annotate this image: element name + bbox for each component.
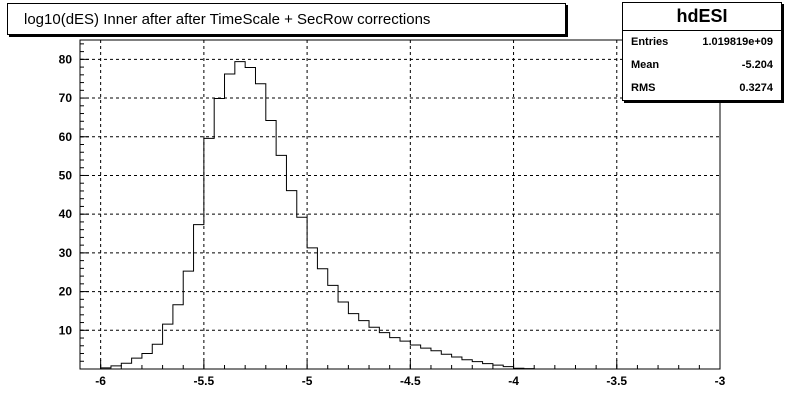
- y-tick-label: 80: [59, 52, 73, 66]
- chart-title-text: log10(dES) Inner after after TimeScale +…: [24, 10, 431, 28]
- y-tick-label: 60: [59, 130, 73, 144]
- y-axis: 10 20 30 40 50 60 70 80: [59, 43, 89, 370]
- stats-label: RMS: [631, 82, 656, 94]
- histogram-series: [80, 61, 720, 370]
- x-tick-label: -5: [302, 374, 313, 388]
- y-tick-label: 20: [59, 285, 73, 299]
- stats-name: hdESI: [623, 3, 781, 31]
- stats-value: 0.3274: [739, 82, 773, 94]
- stats-row-mean: Mean -5.204: [623, 54, 781, 77]
- stats-value: 1.019819e+09: [702, 36, 773, 48]
- y-tick-label: 10: [59, 323, 73, 337]
- x-tick-label: -6: [95, 374, 106, 388]
- stats-label: Mean: [631, 59, 660, 71]
- stats-box: hdESI Entries 1.019819e+09 Mean -5.204 R…: [622, 2, 782, 101]
- x-tick-label: -3.5: [606, 374, 627, 388]
- x-axis: -6 -5.5 -5 -4.5 -4 -3.5 -3: [79, 360, 726, 388]
- x-tick-label: -3: [715, 374, 726, 388]
- y-tick-label: 70: [59, 91, 73, 105]
- chart-title: log10(dES) Inner after after TimeScale +…: [7, 3, 566, 35]
- x-tick-label: -5.5: [194, 374, 215, 388]
- stats-label: Entries: [631, 36, 669, 48]
- plot-frame: [79, 39, 721, 370]
- stats-row-entries: Entries 1.019819e+09: [623, 31, 781, 54]
- y-tick-label: 40: [59, 207, 73, 221]
- x-tick-label: -4: [508, 374, 519, 388]
- y-tick-label: 30: [59, 246, 73, 260]
- y-tick-label: 50: [59, 168, 73, 182]
- x-tick-label: -4.5: [400, 374, 421, 388]
- stats-row-rms: RMS 0.3274: [623, 77, 781, 100]
- stats-value: -5.204: [741, 59, 773, 71]
